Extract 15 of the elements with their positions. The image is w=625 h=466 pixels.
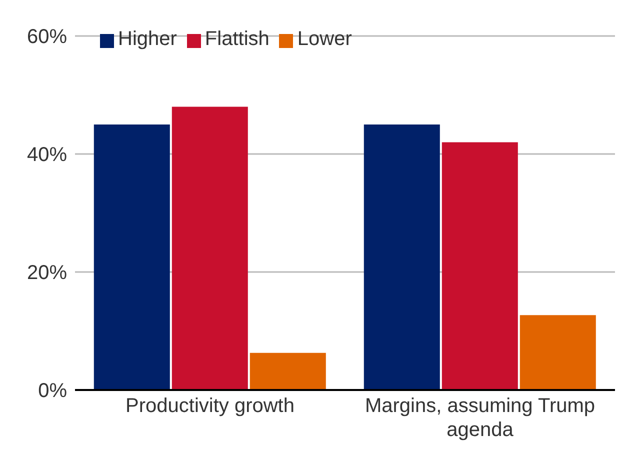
bar	[520, 315, 596, 390]
x-tick-label: Productivity growth	[126, 395, 294, 417]
bar	[364, 124, 440, 390]
bar	[442, 142, 518, 390]
y-tick-label: 0%	[38, 380, 68, 402]
bar	[172, 106, 248, 390]
bar	[250, 352, 326, 390]
y-tick-label: 20%	[26, 262, 68, 284]
y-tick-label: 60%	[26, 26, 68, 48]
y-tick-label: 40%	[26, 144, 68, 166]
bar	[94, 124, 170, 390]
legend-label: Higher	[118, 28, 177, 50]
legend-label: Lower	[297, 28, 352, 50]
x-tick-label: Margins, assuming Trump agenda	[364, 395, 596, 441]
legend-label: Flattish	[204, 28, 270, 50]
